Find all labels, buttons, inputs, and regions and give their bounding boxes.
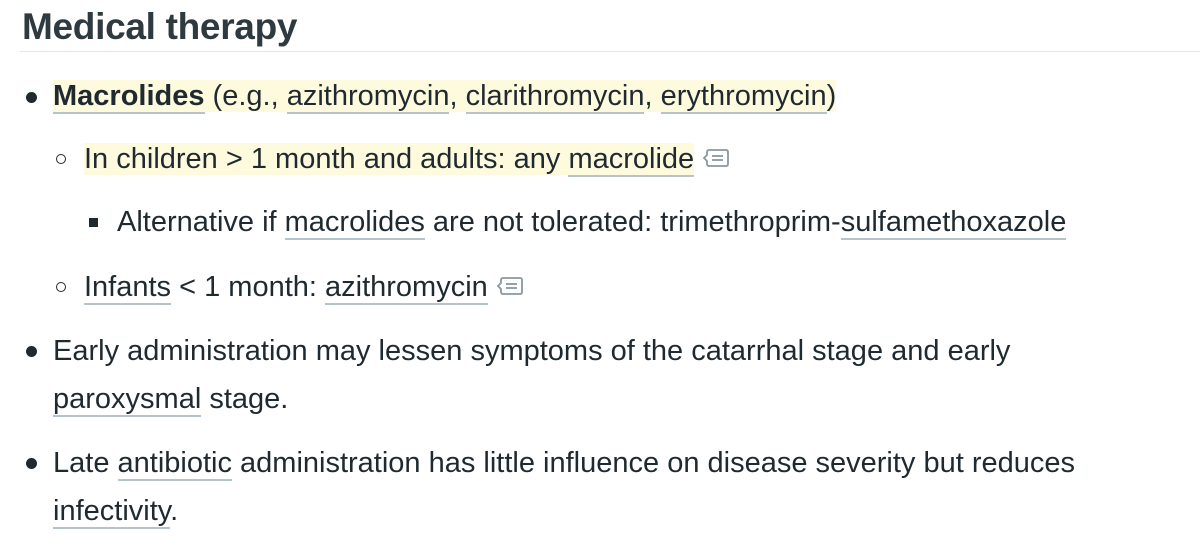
bullet-dot <box>26 458 37 469</box>
text-late: Late <box>53 447 118 479</box>
text-period: . <box>170 495 179 527</box>
link-erythromycin[interactable]: erythromycin <box>660 80 827 114</box>
bullet-dot <box>26 92 37 103</box>
text-not-tolerated: are not tolerated: trimethroprim- <box>424 206 841 238</box>
list-item-late-antibiotic: Late antibiotic administration has littl… <box>53 439 1075 487</box>
text-children-adults: In children > 1 month and adults: any <box>84 143 569 175</box>
link-macrolide[interactable]: macrolide <box>568 143 695 177</box>
list-item-late-antibiotic-cont: infectivity. <box>53 487 178 535</box>
link-macrolides-alt[interactable]: macrolides <box>284 206 425 240</box>
text-infants-age: < 1 month: <box>171 271 326 303</box>
list-item-early-administration: Early administration may lessen symptoms… <box>53 327 1010 375</box>
note-icon[interactable] <box>496 273 524 299</box>
link-azithromycin-infants[interactable]: azithromycin <box>325 271 488 305</box>
link-clarithromycin[interactable]: clarithromycin <box>465 80 645 114</box>
highlighted-text: Macrolides (e.g., azithromycin, clarithr… <box>53 80 837 114</box>
bullet-circle <box>56 282 66 292</box>
text-close-paren: ) <box>826 80 837 112</box>
link-infectivity[interactable]: infectivity <box>53 495 171 529</box>
list-item-children-adults: In children > 1 month and adults: any ma… <box>84 135 730 183</box>
text-eg: (e.g., <box>204 80 287 112</box>
list-item-macrolides: Macrolides (e.g., azithromycin, clarithr… <box>53 72 837 120</box>
link-macrolides[interactable]: Macrolides <box>53 80 205 114</box>
highlighted-text: In children > 1 month and adults: any ma… <box>84 143 695 177</box>
bullet-circle <box>56 154 66 164</box>
link-azithromycin[interactable]: azithromycin <box>286 80 450 114</box>
text-stage: stage. <box>201 383 289 415</box>
link-paroxysmal[interactable]: paroxysmal <box>53 383 202 417</box>
link-sulfamethoxazole[interactable]: sulfamethoxazole <box>840 206 1067 240</box>
list-item-infants: Infants < 1 month: azithromycin <box>84 263 524 311</box>
text-separator: , <box>644 80 661 112</box>
link-antibiotic[interactable]: antibiotic <box>117 447 232 481</box>
list-item-alternative: Alternative if macrolides are not tolera… <box>117 198 1067 246</box>
text-early-administration: Early administration may lessen symptoms… <box>53 335 1011 367</box>
bullet-dot <box>26 346 37 357</box>
note-icon[interactable] <box>702 145 730 171</box>
bullet-square <box>89 218 98 227</box>
section-heading: Medical therapy <box>22 6 298 47</box>
heading-divider <box>20 51 1200 52</box>
text-alternative: Alternative if <box>117 206 285 238</box>
link-infants[interactable]: Infants <box>84 271 172 305</box>
text-late-administration: administration has little influence on d… <box>231 447 1076 479</box>
text-separator: , <box>449 80 466 112</box>
list-item-early-administration-cont: paroxysmal stage. <box>53 375 288 423</box>
